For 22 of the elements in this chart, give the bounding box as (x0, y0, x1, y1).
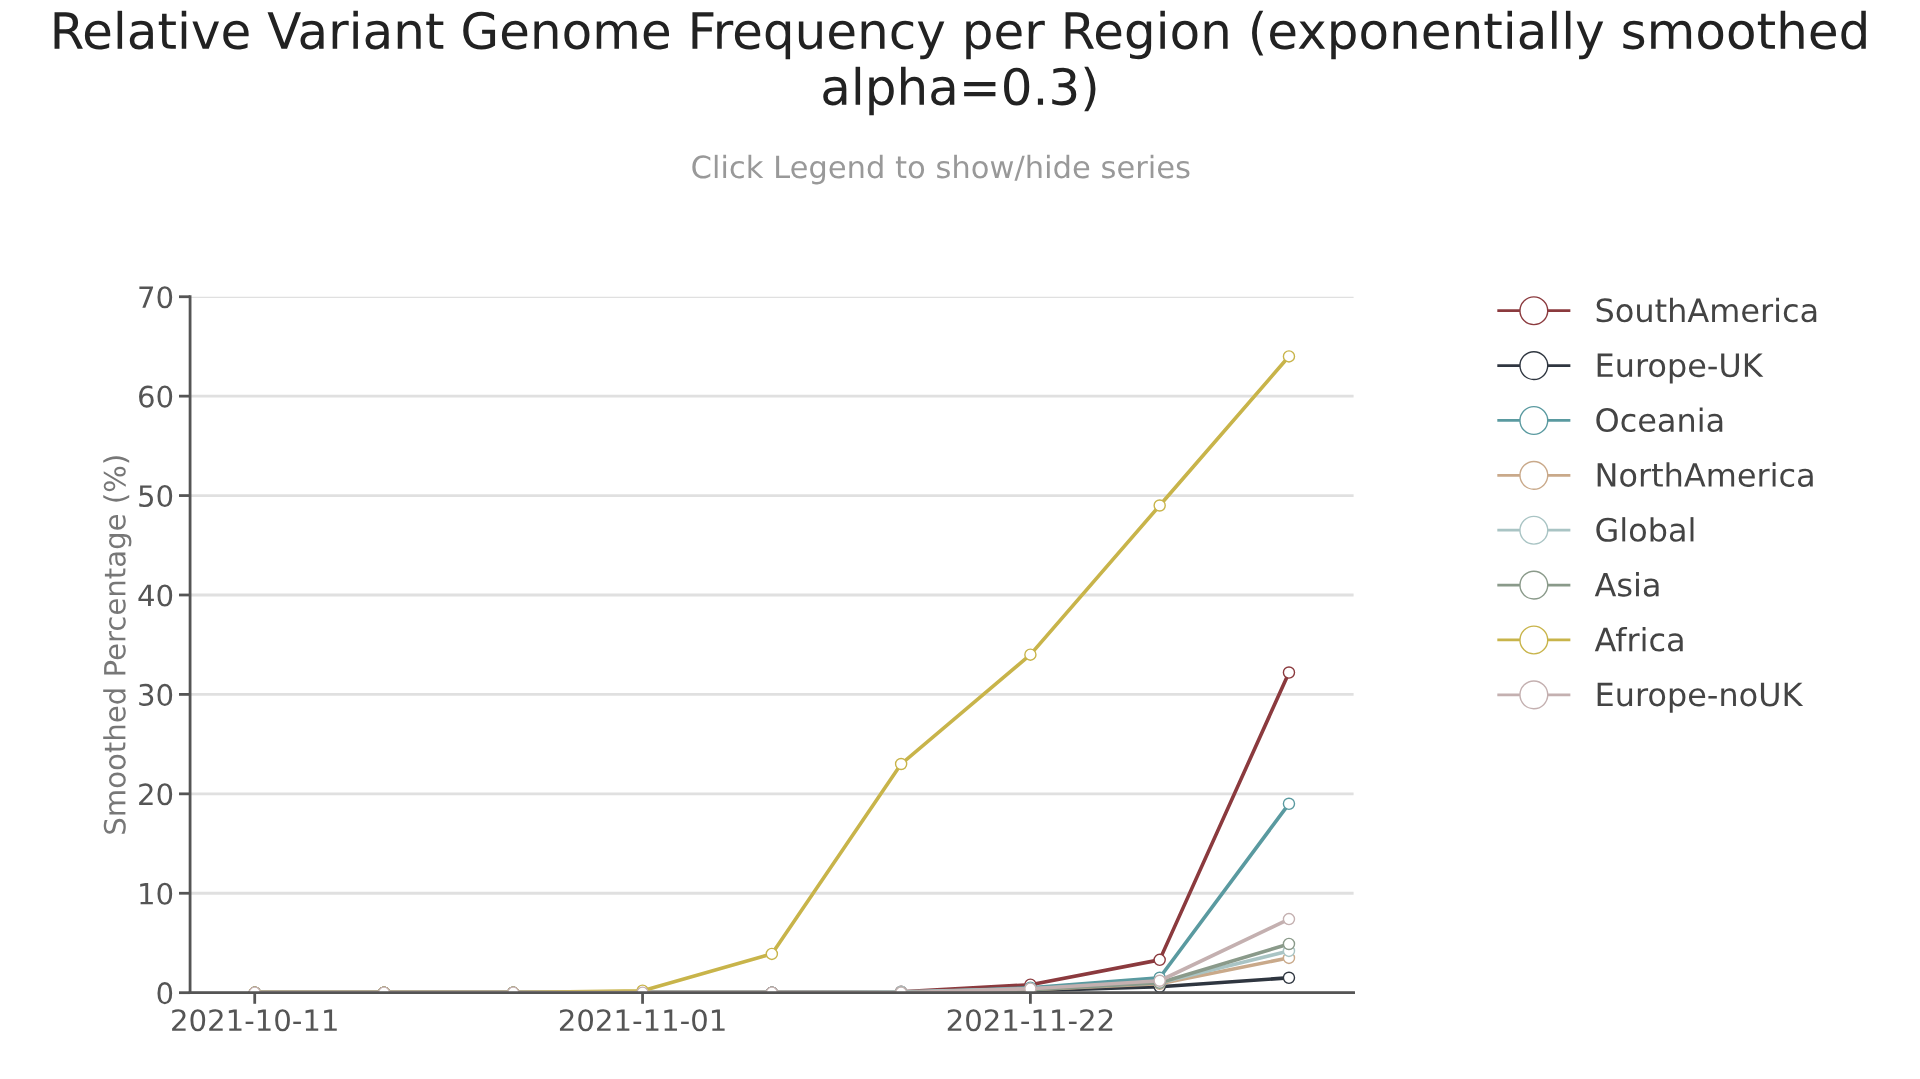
y-tick-label: 10 (140, 882, 173, 905)
x-tick-label: 2021-11-01 (559, 1009, 725, 1032)
y-tick-label: 30 (139, 683, 173, 706)
x-tick-label: 2021-10-11 (172, 1009, 337, 1032)
legend-label: NorthAmerica (1597, 462, 1813, 487)
y-tick-label: 20 (139, 783, 173, 806)
legend-label: SouthAmerica (1596, 297, 1817, 323)
x-tick-label: 2021-11-22 (947, 1009, 1113, 1032)
y-tick-label: 70 (139, 286, 173, 309)
legend-label: Global (1596, 517, 1694, 542)
legend-label: Europe-noUK (1597, 682, 1804, 713)
y-tick-label: 50 (139, 485, 173, 508)
y-axis-title: Smoothed Percentage (%) (103, 456, 132, 834)
legend-label: Europe-UK (1597, 353, 1764, 384)
y-tick-label: 40 (138, 584, 173, 607)
legend-label: Oceania (1596, 407, 1723, 433)
y-tick-label: 0 (157, 982, 173, 1005)
y-tick-label: 60 (139, 385, 173, 408)
chart-title: Relative Variant Genome Frequency per Region (exponentially smoothed alpha=0.3) (54, 10, 1866, 116)
chart-subtitle: Click Legend to show/hide series (692, 154, 1190, 185)
legend-label: Asia (1594, 572, 1659, 597)
legend-label: Africa (1594, 626, 1683, 652)
